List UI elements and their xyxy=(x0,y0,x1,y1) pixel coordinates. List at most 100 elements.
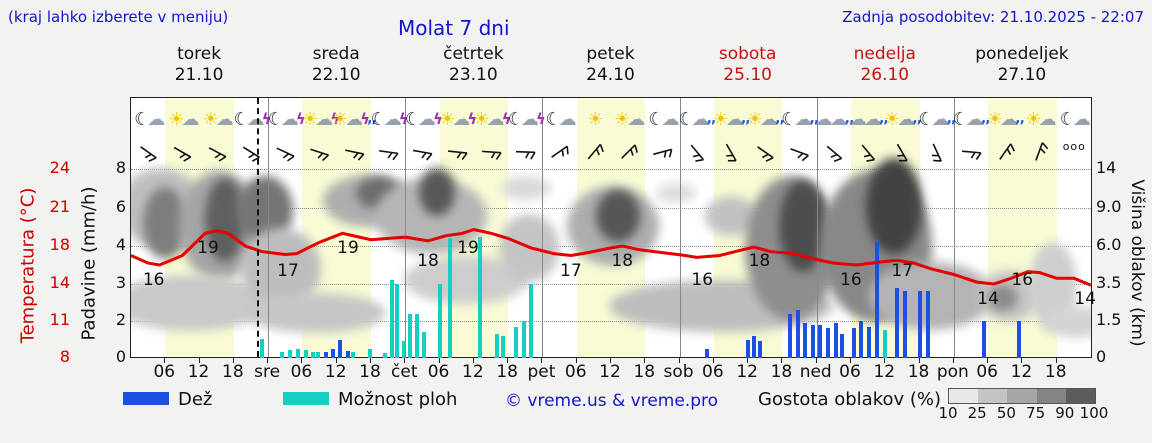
chart-title: Molat 7 dni xyxy=(398,16,510,40)
time-tick-label: pon xyxy=(936,362,969,382)
shower-bar xyxy=(448,238,453,358)
time-tick-label: pet xyxy=(527,362,556,382)
cloud-glyph: ☁ xyxy=(863,108,882,130)
day-name-sobota: sobota xyxy=(718,44,777,64)
cloud-density-tick: 90 xyxy=(1055,404,1075,422)
rain-glyph: ‚‚ xyxy=(706,111,716,127)
temperature-value-label: 14 xyxy=(1074,289,1096,309)
day-date: 21.10 xyxy=(174,65,224,85)
moon-glyph: ☾ xyxy=(952,108,969,130)
time-tick xyxy=(198,358,200,363)
time-tick-label: 18 xyxy=(222,362,244,382)
time-tick-label: 18 xyxy=(1044,362,1067,382)
temperature-value-label: 19 xyxy=(337,238,359,259)
shower-bar xyxy=(280,351,285,358)
time-tick-label: 06 xyxy=(839,362,861,382)
rain-bar xyxy=(795,309,800,358)
rain-bar xyxy=(982,321,987,358)
cloud-height-tick-label: 3.5 xyxy=(1096,273,1122,292)
cloud-glyph: ☁ xyxy=(1072,108,1091,130)
rain-bar xyxy=(345,350,350,358)
wind-barb xyxy=(857,140,879,164)
cloud-glyph: ☁ xyxy=(794,108,812,130)
moon-glyph: ☾ xyxy=(678,108,694,130)
time-tick-label: 18 xyxy=(633,362,656,382)
shower-bar xyxy=(260,338,265,358)
time-tick xyxy=(747,358,749,363)
moon-glyph: ☾ xyxy=(233,108,249,130)
time-tick xyxy=(678,358,680,363)
cloud-density-gradient-bar xyxy=(948,388,1096,404)
weather-icon: ☁ ☁ ‚‚ xyxy=(815,100,855,138)
weather-icon: ☀ ☁ ϟ xyxy=(439,100,477,138)
cloud-glyph: ☁ xyxy=(627,108,645,130)
rain-glyph: ‚‚ xyxy=(775,111,785,127)
wind-barb xyxy=(788,140,810,164)
time-tick-label: 12 xyxy=(187,362,210,382)
temp-tick-label: 14 xyxy=(49,273,70,292)
sun-glyph: ☀ xyxy=(614,108,630,130)
rain-bar xyxy=(757,341,762,358)
rain-glyph: ‚‚ xyxy=(809,111,819,127)
bolt-glyph: ϟ xyxy=(467,110,477,128)
temperature-value-label: 19 xyxy=(457,238,479,259)
day-date: 26.10 xyxy=(860,65,910,85)
time-tick-label: 12 xyxy=(1010,362,1033,382)
temperature-value-label: 16 xyxy=(142,270,165,290)
temperature-value-label: 16 xyxy=(691,270,714,290)
gridline xyxy=(131,321,1091,322)
cloud-glyph: ☁ xyxy=(345,108,363,130)
wind-barb xyxy=(480,140,502,164)
cloud-glyph: ☁ xyxy=(246,108,265,130)
cloud-density-tick: 25 xyxy=(967,404,987,422)
sun-glyph: ☀ xyxy=(332,108,348,130)
temperature-value-label: 18 xyxy=(611,251,634,271)
weather-icon: ☀ ☁ ‚‚ xyxy=(713,100,751,138)
time-tick-label: čet xyxy=(391,362,418,382)
temperature-value-label: 18 xyxy=(417,251,439,271)
weather-icon: ☀ ☁ xyxy=(1022,100,1056,138)
weather-icon: ☾ ☁ ϟ xyxy=(268,100,306,138)
sun-glyph: ☀ xyxy=(746,108,763,130)
precip-tick-label: 0 xyxy=(115,347,126,366)
cloud-height-tick-label: 1.5 xyxy=(1096,310,1122,329)
shower-bar xyxy=(368,348,373,358)
time-tick-label: 06 xyxy=(427,362,450,382)
rain-legend-label: Dež xyxy=(178,389,213,410)
rain-bar xyxy=(705,348,709,358)
temperature-value-label: 16 xyxy=(840,270,862,290)
time-tick xyxy=(781,358,783,363)
wind-barb xyxy=(411,140,433,164)
time-tick-label: 12 xyxy=(462,362,484,382)
day-name-torek: torek xyxy=(177,44,222,64)
day-name-četrtek: četrtek xyxy=(443,44,504,64)
time-tick-label: 06 xyxy=(976,362,998,382)
location-menu-hint[interactable]: (kraj lahko izberete v meniju) xyxy=(8,8,229,26)
cloud-height-tick-label: 0 xyxy=(1096,347,1107,366)
cloud-glyph: ☁ xyxy=(558,108,577,130)
weather-icon: ☾ ☁ xyxy=(1057,100,1091,138)
time-tick-label: sob xyxy=(663,362,694,382)
sun-glyph: ☀ xyxy=(587,108,603,130)
cloud-glyph: ☁ xyxy=(848,108,867,130)
rain-glyph: ‚‚ xyxy=(740,111,751,127)
cloud-density-segment xyxy=(1036,389,1066,403)
moon-glyph: ☾ xyxy=(781,108,797,130)
weather-icon: ☀ ☁ ϟ ‚‚ xyxy=(332,100,377,138)
cloud-glyph: ☁ xyxy=(418,108,436,130)
rain-bar xyxy=(859,321,864,358)
rain-bar xyxy=(787,313,792,358)
sun-glyph: ☀ xyxy=(986,108,1003,130)
moon-glyph: ☾ xyxy=(507,108,524,130)
cloud-height-axis-title: Višina oblakov (km) xyxy=(1127,179,1147,347)
gridline xyxy=(131,284,1091,285)
rain-bar xyxy=(1017,321,1021,358)
time-tick xyxy=(850,358,851,363)
cloud-glyph: ☁ xyxy=(452,108,470,130)
weather-icon: ☀ ☁ xyxy=(611,100,645,138)
sun-glyph: ☀ xyxy=(1025,108,1041,130)
cloud-glyph: ☁ xyxy=(691,108,709,130)
rain-bar xyxy=(833,322,838,358)
rain-bar xyxy=(925,291,930,358)
copyright-link[interactable]: © vreme.us & vreme.pro xyxy=(505,391,719,411)
